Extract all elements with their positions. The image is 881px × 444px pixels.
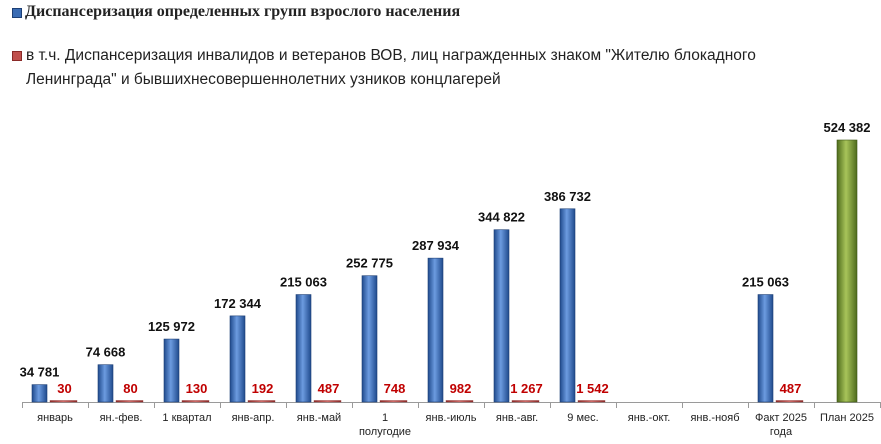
x-tick-label: План 2025 [820,412,874,424]
bar-subset-value-label: 748 [384,381,406,396]
bar-subset [445,400,474,403]
bar-main [427,257,444,403]
x-tick-label: янв.-окт. [628,412,671,424]
bar-main [31,384,48,403]
x-tick-label: январь [37,412,73,424]
bar-subset-value-label: 982 [450,381,472,396]
bar-main-value-label: 125 972 [148,319,195,334]
bar-subset-value-label: 1 542 [576,381,609,396]
bar-main [493,229,510,403]
bar-main [757,294,774,403]
bar-subset [775,400,804,403]
bar-subset [49,400,78,403]
x-tick-label: Факт 2025 года [755,412,807,438]
bar-subset [313,400,342,403]
bar-main-value-label: 34 781 [20,365,60,380]
legend-swatch-red [12,51,22,61]
bar-subset-value-label: 1 267 [510,381,543,396]
bar-subset-value-label: 130 [186,381,208,396]
bar-subset-value-label: 487 [780,381,802,396]
bar-main [229,315,246,403]
bar-main [163,338,180,403]
bar-subset-value-label: 80 [123,381,137,396]
bar-subset [115,400,144,403]
bar-subset-value-label: 487 [318,381,340,396]
bar-main [97,364,114,403]
x-tick-label: ян.-фев. [100,412,143,424]
x-tick-label: янв-апр. [232,412,275,424]
bar-main-value-label: 344 822 [478,210,525,225]
bar-subset-value-label: 30 [57,381,71,396]
bar-main-value-label: 386 732 [544,189,591,204]
legend-label-series-2: в т.ч. Диспансеризация инвалидов и ветер… [26,47,756,88]
bar-main [295,294,312,403]
legend-item-series-2: в т.ч. Диспансеризация инвалидов и ветер… [12,44,772,92]
bar-subset-value-label: 192 [252,381,274,396]
bar-subset [181,400,210,403]
bar-main-value-label: 74 668 [86,345,126,360]
x-tick-label: янв.-июль [426,412,477,424]
bar-subset [511,400,540,403]
bar-subset [247,400,276,403]
bar-main-value-label: 172 344 [214,296,262,311]
legend-label-series-1: Диспансеризация определенных групп взрос… [25,3,461,20]
x-tick-label: янв.-май [297,412,341,424]
bar-main-value-label: 252 775 [346,256,393,271]
bar-main-value-label: 215 063 [280,275,327,290]
bar-subset [379,400,408,403]
x-tick-label: 1 полугодие [359,412,411,438]
bar-main-value-label: 215 063 [742,275,789,290]
x-tick-label: 9 мес. [567,412,598,424]
x-tick-label: янв.-авг. [496,412,538,424]
bar-main-value-label: 287 934 [412,238,460,253]
bar-main [559,208,576,403]
legend-swatch-blue [12,8,22,18]
x-tick-label: 1 квартал [162,412,211,424]
bar-main [361,275,378,403]
plan-value-label: 524 382 [824,120,871,135]
x-tick-label: янв.-нояб [690,412,739,424]
plan-bar [836,139,858,403]
legend-item-series-1: Диспансеризация определенных групп взрос… [12,3,460,21]
bar-subset [577,400,606,403]
